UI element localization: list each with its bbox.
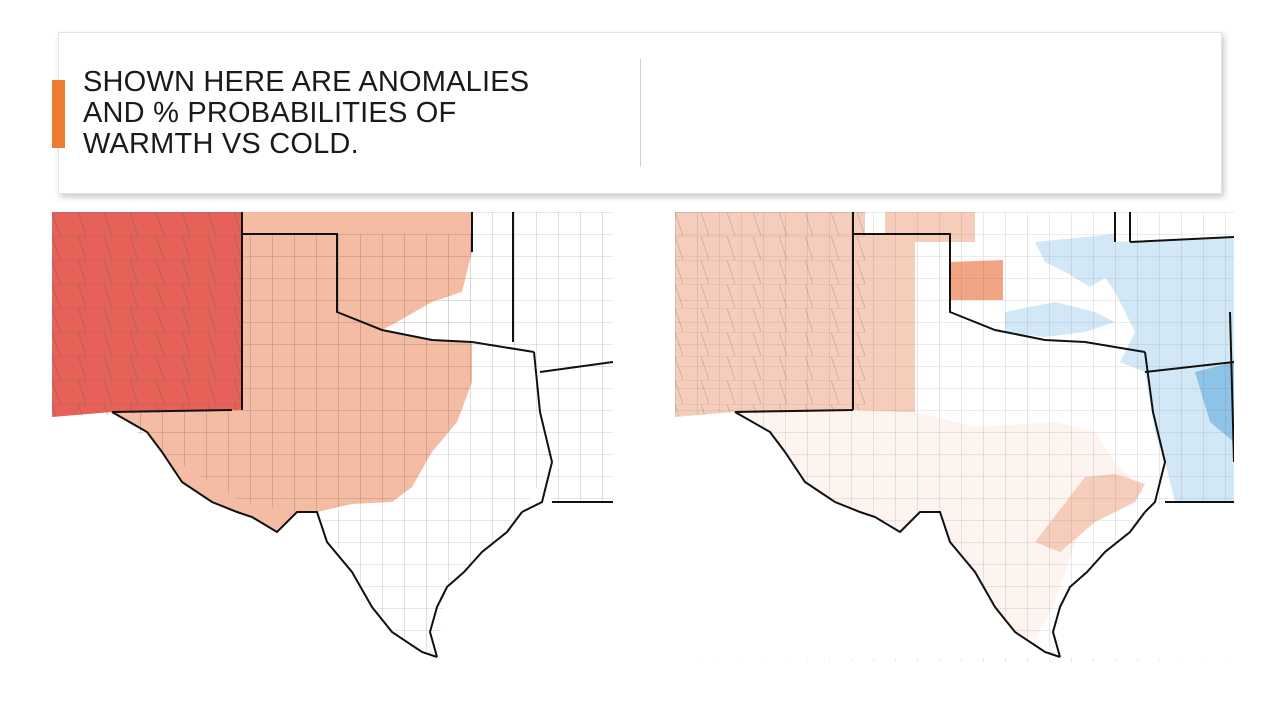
probability-map-svg xyxy=(675,212,1234,662)
title-divider xyxy=(640,59,641,167)
texas-outline xyxy=(734,411,1146,658)
title-card: SHOWN HERE ARE ANOMALIES AND % PROBABILI… xyxy=(58,32,1222,194)
title-accent-bar xyxy=(52,80,65,148)
gulf-mask xyxy=(1053,502,1234,662)
slide-title: SHOWN HERE ARE ANOMALIES AND % PROBABILI… xyxy=(83,66,530,160)
probability-map xyxy=(675,212,1234,662)
outside-area-mask xyxy=(675,412,1060,662)
anomaly-map-svg xyxy=(52,212,613,658)
state-borders xyxy=(111,212,613,513)
anomaly-map xyxy=(52,212,613,662)
state-borders xyxy=(734,212,1234,513)
texas-outline xyxy=(111,411,523,658)
